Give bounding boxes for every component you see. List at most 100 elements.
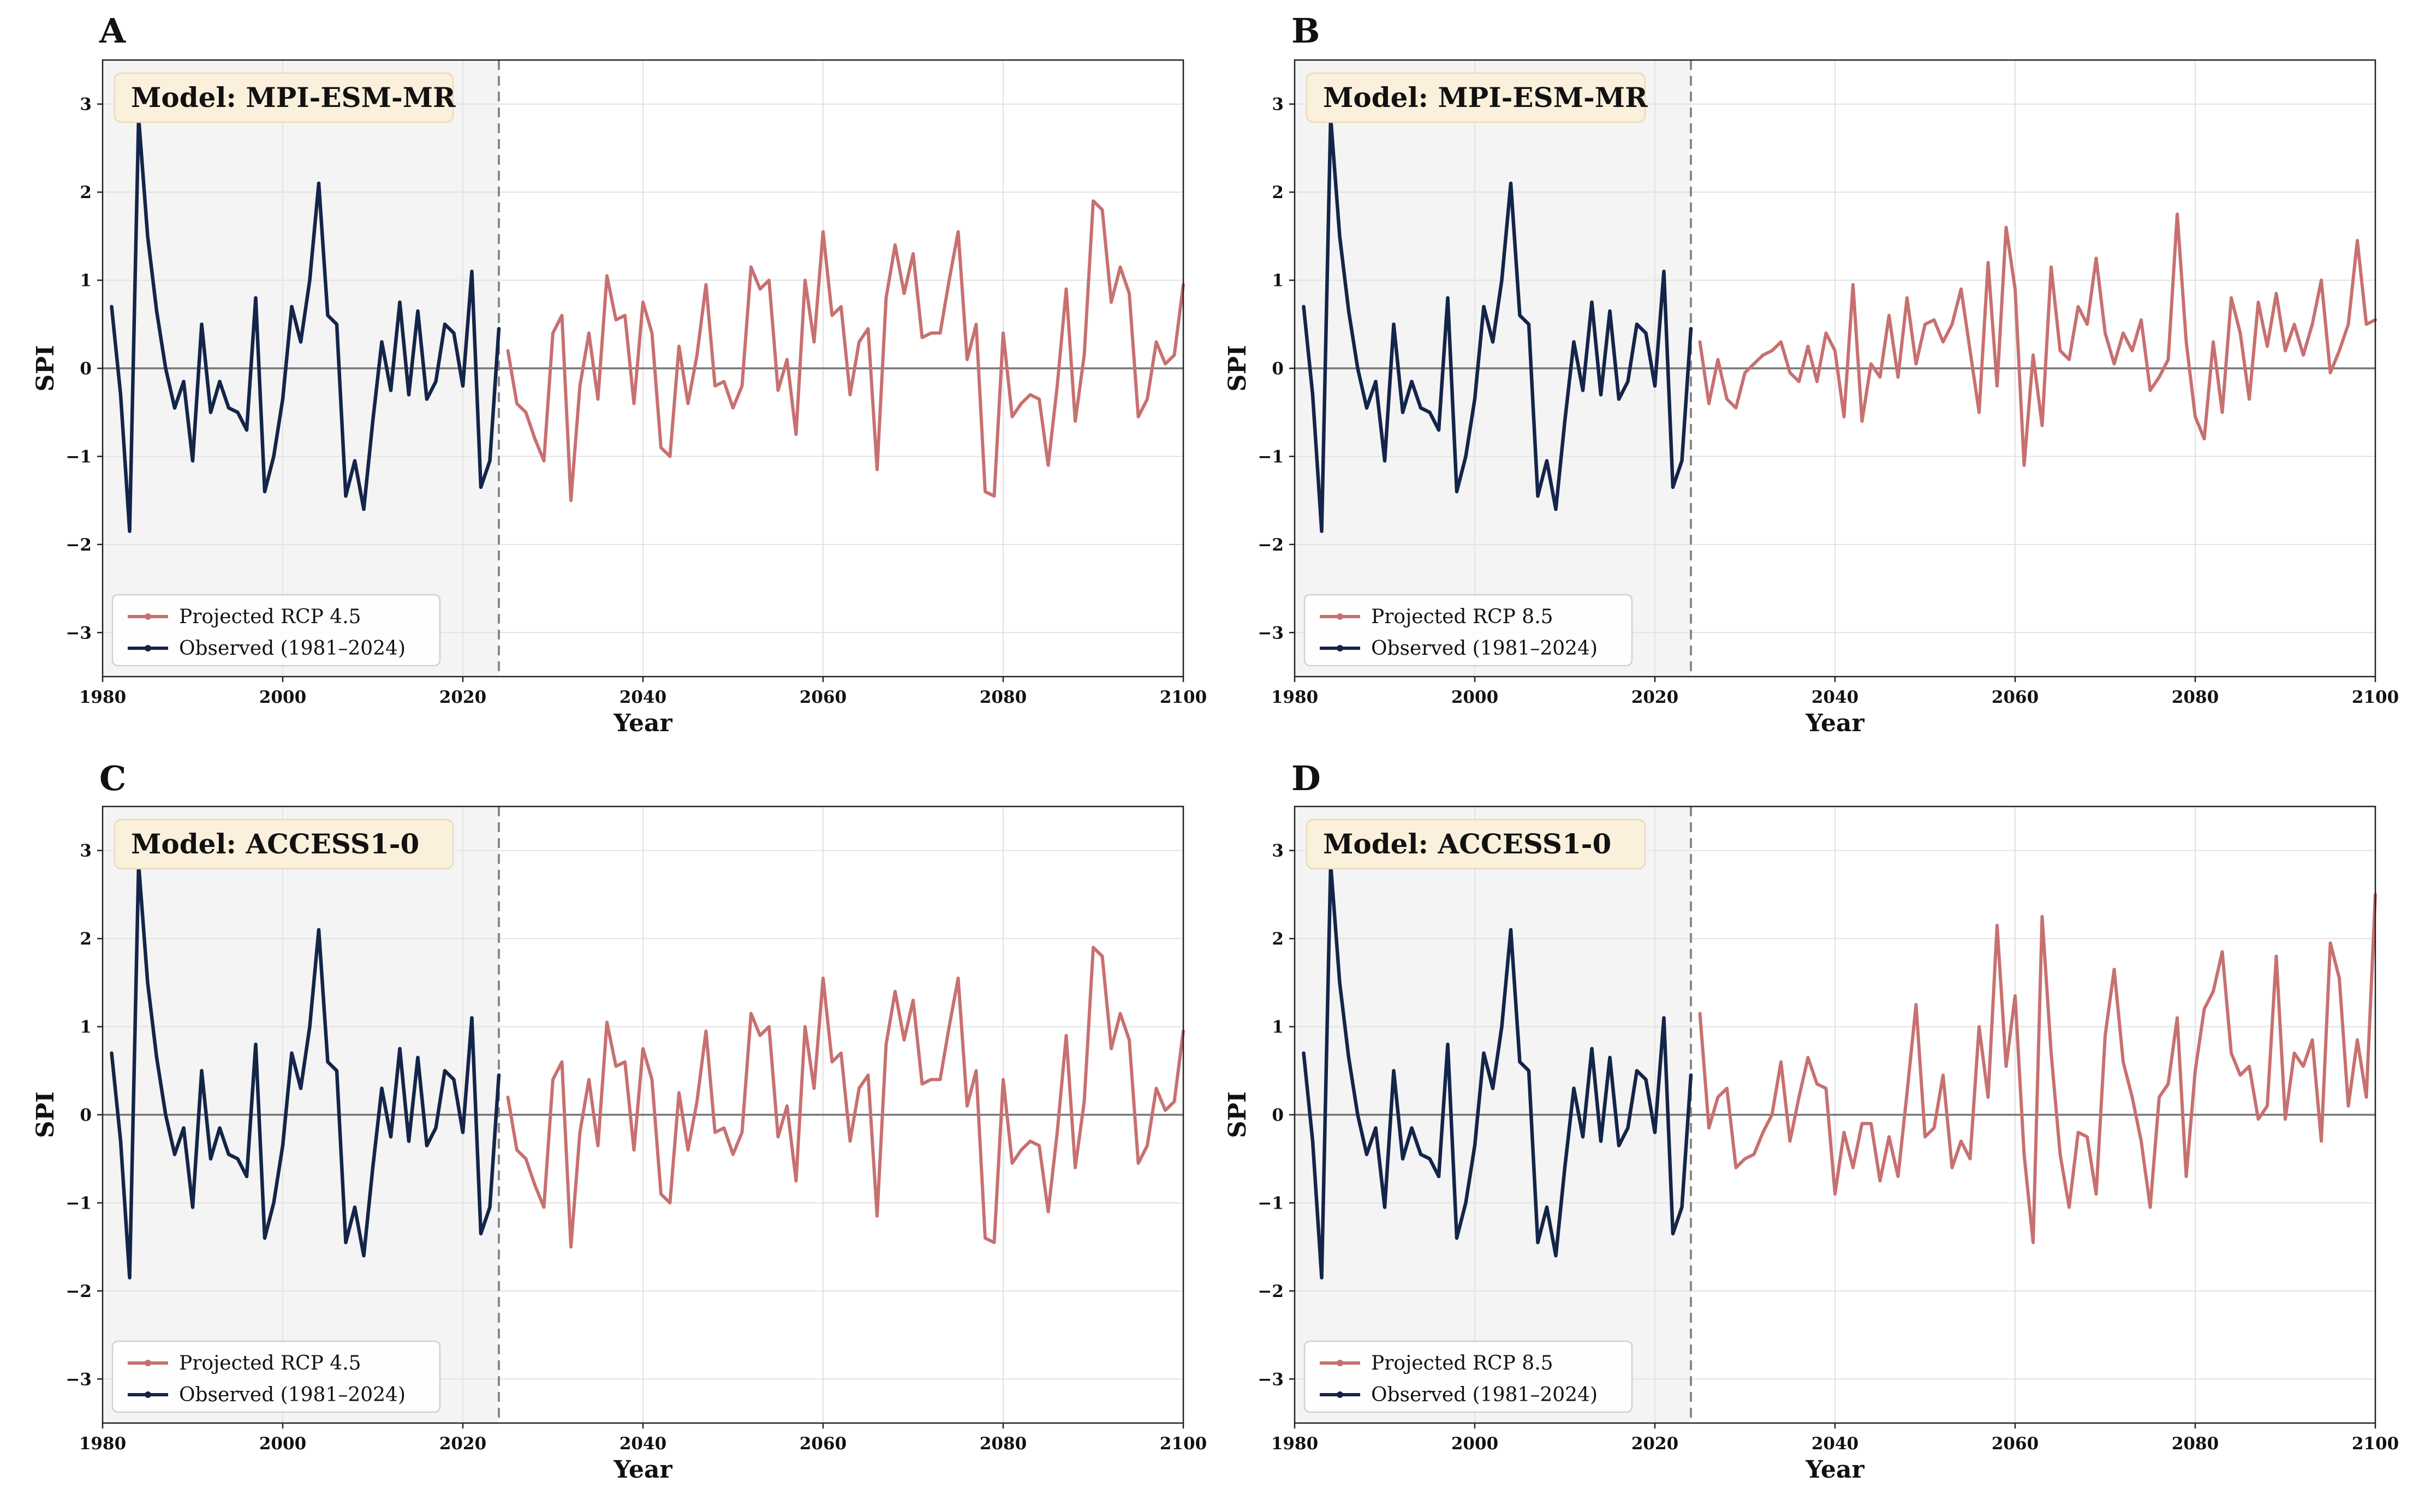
model-label-box: Model: ACCESS1-0 [1306, 818, 1646, 870]
legend: Projected RCP 8.5 Observed (1981–2024) [1303, 594, 1633, 667]
y-tick-label: 1 [1272, 1018, 1284, 1037]
legend-frame [111, 594, 441, 667]
y-tick-label: −2 [1258, 535, 1284, 555]
y-tick-label: −3 [65, 1370, 92, 1389]
x-tick-label: 2060 [1992, 688, 2039, 707]
x-tick-label: 2000 [1451, 1434, 1498, 1454]
x-tick-label: 2100 [2352, 688, 2399, 707]
x-tick-label: 2100 [1160, 1434, 1207, 1454]
legend-marker [1337, 645, 1343, 652]
model-label-box: Model: ACCESS1-0 [114, 818, 454, 870]
x-tick-label: 1980 [79, 688, 126, 707]
legend-label: Observed (1981–2024) [1371, 637, 1598, 660]
projected-series-line [506, 199, 1185, 503]
x-tick-label: 2060 [1992, 1434, 2039, 1454]
x-axis-label: Year [1805, 709, 1864, 737]
observed-series-line [1302, 115, 1693, 533]
y-tick-label: 2 [1272, 183, 1284, 202]
chart-panel-c: 1980 2000 2020 2040 2060 2080 2100 3 2 1 0 −1 −2 −3 Ye… [32, 758, 1207, 1484]
y-tick-label: 0 [1272, 1105, 1284, 1125]
x-axis-label: Year [613, 709, 672, 737]
x-tick-label: 2080 [980, 688, 1027, 707]
observed-series-line [1302, 862, 1693, 1280]
x-tick-label: 2000 [259, 1434, 306, 1454]
y-tick-label: −2 [65, 535, 92, 555]
legend: Projected RCP 8.5 Observed (1981–2024) [1303, 1340, 1633, 1413]
legend-marker [1337, 1391, 1343, 1398]
legend: Projected RCP 4.5 Observed (1981–2024) [111, 594, 441, 667]
x-tick-label: 2020 [1631, 688, 1678, 707]
legend-label: Projected RCP 4.5 [179, 606, 361, 628]
y-axis-label: SPI [32, 345, 59, 391]
model-label: Model: ACCESS1-0 [131, 828, 419, 860]
x-tick-label: 1980 [1271, 1434, 1318, 1454]
chart-panel-d: 1980 2000 2020 2040 2060 2080 2100 3 2 1 0 −1 −2 −3 Ye… [1224, 758, 2399, 1484]
legend-marker [145, 645, 151, 652]
x-tick-label: 2060 [800, 688, 847, 707]
panel-letter: B [1291, 11, 1320, 51]
legend-marker [1337, 1360, 1343, 1366]
observed-series-line [110, 115, 501, 533]
legend-frame [111, 1340, 441, 1413]
y-axis-label: SPI [1224, 1091, 1252, 1138]
y-tick-label: 1 [80, 1018, 92, 1037]
x-tick-label: 1980 [1271, 688, 1318, 707]
y-tick-label: −1 [1258, 1193, 1284, 1213]
legend-label: Projected RCP 8.5 [1371, 606, 1553, 628]
x-tick-label: 2040 [619, 688, 666, 707]
x-axis-label: Year [613, 1456, 672, 1484]
chart-panel-b: 1980 2000 2020 2040 2060 2080 2100 3 2 1 0 −1 −2 −3 Ye… [1224, 11, 2399, 737]
observed-series-line [110, 862, 501, 1280]
y-tick-label: −3 [65, 623, 92, 643]
legend-label: Observed (1981–2024) [1371, 1384, 1598, 1406]
panel-letter: C [99, 758, 126, 798]
y-tick-label: −1 [65, 1193, 92, 1213]
y-tick-label: 3 [80, 95, 92, 115]
x-tick-label: 2080 [2172, 1434, 2219, 1454]
y-tick-label: −3 [1258, 1370, 1284, 1389]
y-tick-label: 3 [1272, 841, 1284, 861]
y-tick-label: 3 [80, 841, 92, 861]
legend-label: Observed (1981–2024) [179, 1384, 406, 1406]
y-tick-label: −1 [65, 447, 92, 467]
y-tick-label: 2 [80, 183, 92, 202]
y-tick-label: 1 [1272, 271, 1284, 291]
legend-marker [145, 1391, 151, 1398]
model-label-box: Model: MPI-ESM-MR [1306, 72, 1648, 123]
x-tick-label: 2020 [439, 1434, 486, 1454]
legend-frame [1303, 594, 1633, 667]
x-tick-label: 2040 [1812, 688, 1858, 707]
y-tick-label: 0 [1272, 359, 1284, 379]
model-label-box: Model: MPI-ESM-MR [114, 72, 456, 123]
projected-series-line [1698, 893, 2377, 1245]
legend-marker [145, 613, 151, 620]
model-label: Model: MPI-ESM-MR [1323, 81, 1648, 113]
x-tick-label: 1980 [79, 1434, 126, 1454]
y-tick-label: 2 [80, 929, 92, 949]
projected-series-line [1698, 212, 2377, 467]
y-tick-label: −2 [65, 1282, 92, 1301]
legend-frame [1303, 1340, 1633, 1413]
y-axis-label: SPI [32, 1091, 59, 1138]
y-tick-label: 2 [1272, 929, 1284, 949]
x-tick-label: 2020 [439, 688, 486, 707]
projected-series-line [506, 946, 1185, 1249]
model-label-background [1306, 818, 1646, 870]
legend-marker [145, 1360, 151, 1366]
y-tick-label: 0 [80, 1105, 92, 1125]
y-tick-label: −2 [1258, 1282, 1284, 1301]
y-tick-label: 1 [80, 271, 92, 291]
x-tick-label: 2080 [2172, 688, 2219, 707]
x-tick-label: 2100 [1160, 688, 1207, 707]
legend-label: Observed (1981–2024) [179, 637, 406, 660]
x-tick-label: 2020 [1631, 1434, 1678, 1454]
y-axis-label: SPI [1224, 345, 1252, 391]
model-label: Model: MPI-ESM-MR [131, 81, 456, 113]
x-tick-label: 2040 [1812, 1434, 1858, 1454]
panel-letter: A [99, 11, 126, 51]
x-tick-label: 2100 [2352, 1434, 2399, 1454]
y-tick-label: 3 [1272, 95, 1284, 115]
x-tick-label: 2040 [619, 1434, 666, 1454]
x-tick-label: 2000 [259, 688, 306, 707]
